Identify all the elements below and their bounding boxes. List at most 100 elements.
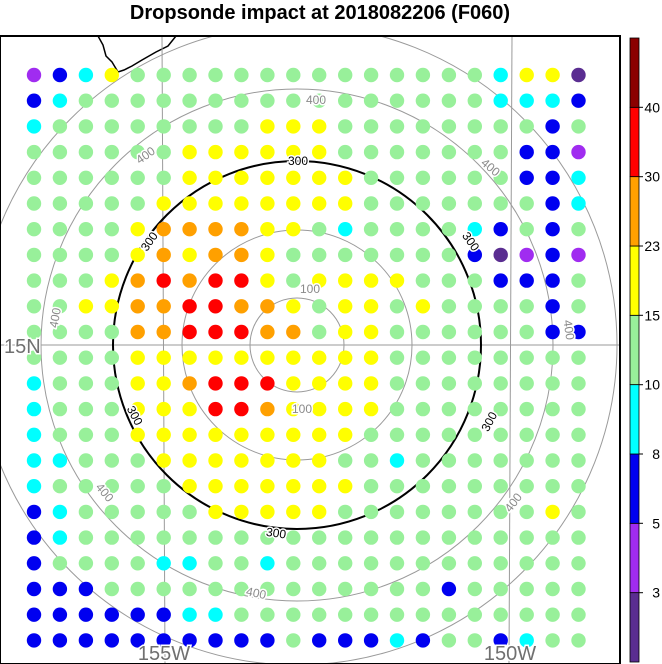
data-point [182, 453, 197, 468]
data-point [545, 93, 560, 108]
data-point [571, 119, 586, 134]
data-point [52, 350, 68, 365]
data-point [338, 633, 353, 648]
data-point [156, 401, 171, 417]
data-point [363, 607, 379, 622]
data-point [52, 222, 68, 237]
colorbar-label: 30 [644, 169, 660, 185]
data-point [338, 556, 353, 571]
data-point [363, 324, 379, 340]
data-point [441, 581, 457, 597]
data-point [78, 479, 94, 494]
data-point [104, 376, 120, 391]
data-point [441, 479, 457, 494]
data-point [415, 376, 431, 391]
data-point [389, 427, 405, 442]
data-point [493, 196, 508, 211]
data-point [156, 67, 171, 83]
data-point [441, 633, 457, 648]
data-point [441, 93, 457, 108]
data-point [52, 401, 68, 417]
data-point [286, 196, 301, 211]
data-point [467, 479, 482, 494]
data-point [415, 401, 431, 417]
data-point [234, 479, 249, 494]
data-point [182, 504, 197, 520]
colorbar-segment [629, 245, 640, 316]
data-point [338, 479, 353, 494]
data-point [104, 530, 120, 545]
data-point [260, 427, 275, 442]
data-point [363, 556, 379, 571]
data-point [234, 196, 249, 211]
data-point [234, 93, 249, 108]
data-point [130, 324, 145, 340]
data-point [519, 93, 534, 108]
data-point [260, 401, 275, 417]
data-point [156, 530, 171, 545]
data-point [493, 376, 508, 391]
data-point [52, 144, 68, 160]
data-point [545, 324, 560, 340]
data-point [312, 530, 327, 545]
data-point [208, 93, 223, 108]
data-point [208, 222, 223, 237]
data-point [467, 530, 482, 545]
data-point [104, 633, 120, 648]
data-point [519, 119, 534, 134]
data-point [156, 196, 171, 211]
data-point [234, 633, 249, 648]
data-point [571, 67, 586, 83]
data-point [182, 530, 197, 545]
data-point [493, 299, 508, 314]
data-point [312, 633, 327, 648]
data-point [571, 196, 586, 211]
colorbar-label: 8 [652, 446, 660, 462]
data-point [26, 556, 42, 571]
data-point [571, 247, 586, 263]
data-point [104, 144, 120, 160]
data-point [571, 607, 586, 622]
data-point [286, 93, 301, 108]
data-point [286, 556, 301, 571]
data-point [545, 633, 560, 648]
data-point [467, 247, 482, 263]
data-point [338, 530, 353, 545]
data-point [208, 273, 223, 288]
data-point [182, 93, 197, 108]
data-point [389, 196, 405, 211]
data-point [519, 144, 534, 160]
data-point [208, 530, 223, 545]
data-point [493, 530, 508, 545]
data-point [234, 376, 249, 391]
data-point [363, 222, 379, 237]
data-point [441, 504, 457, 520]
data-point [78, 453, 94, 468]
data-point [519, 222, 534, 237]
data-point [571, 350, 586, 365]
data-point [415, 581, 431, 597]
ring-label-400: 400 [560, 319, 577, 341]
data-point [104, 273, 120, 288]
data-point [52, 67, 68, 83]
data-point [52, 93, 68, 108]
data-point [26, 607, 42, 622]
data-point [338, 453, 353, 468]
data-point [104, 401, 120, 417]
data-point [467, 581, 482, 597]
data-point [156, 633, 171, 648]
data-point [26, 119, 42, 134]
data-point [312, 504, 327, 520]
data-point [208, 170, 223, 185]
data-point [156, 479, 171, 494]
data-point [52, 119, 68, 134]
data-point [52, 170, 68, 185]
data-point [389, 144, 405, 160]
range-ring-300 [112, 160, 482, 530]
data-point [130, 273, 145, 288]
data-point [78, 144, 94, 160]
data-point [389, 93, 405, 108]
data-point [441, 376, 457, 391]
data-point [441, 324, 457, 340]
data-point [519, 401, 534, 417]
